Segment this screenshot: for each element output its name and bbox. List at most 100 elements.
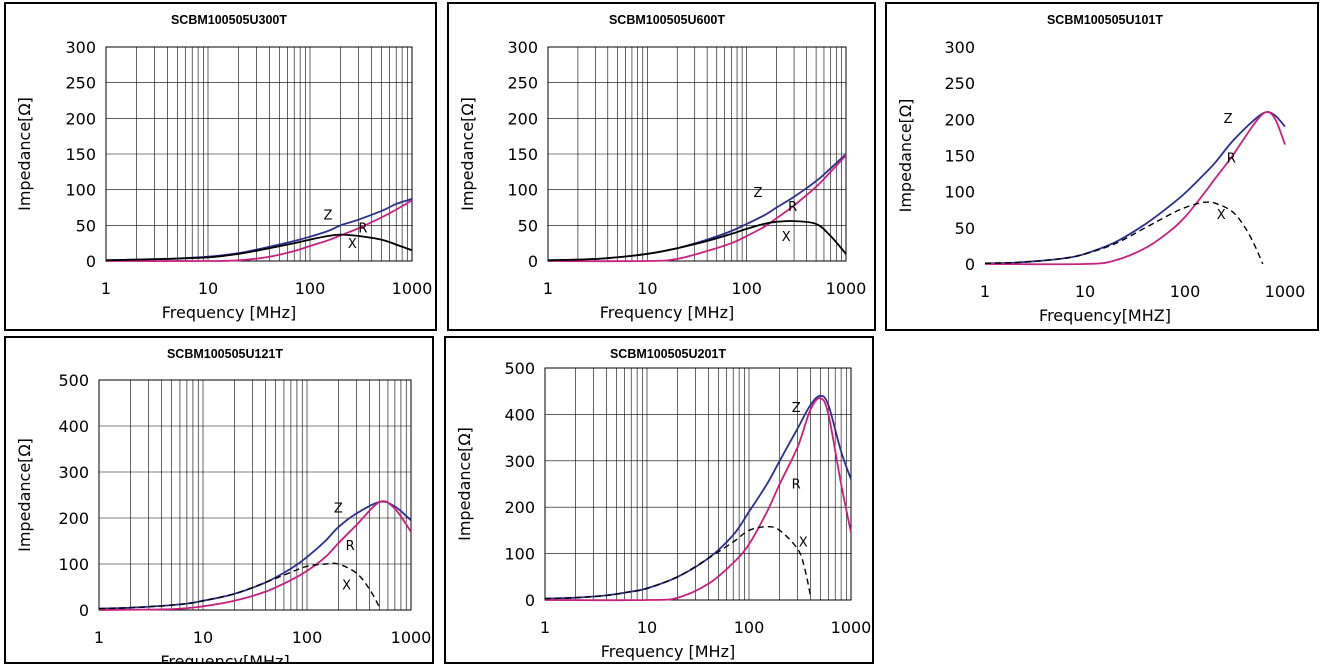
series-label-x: X — [342, 578, 351, 593]
y-tick-label: 500 — [58, 371, 89, 390]
x-tick-label: 1000 — [831, 618, 872, 637]
series-label-z: Z — [1224, 112, 1233, 127]
y-tick-label: 0 — [528, 252, 538, 271]
x-tick-label: 1 — [540, 618, 550, 637]
y-tick-label: 300 — [58, 463, 89, 482]
x-tick-label: 100 — [734, 618, 765, 637]
chart-title: SCBM100505U600T — [609, 13, 725, 27]
x-axis-label: Frequency [MHz] — [162, 303, 296, 322]
y-tick-label: 200 — [65, 109, 96, 128]
plot-frame — [98, 379, 412, 611]
y-tick-label: 50 — [76, 216, 96, 235]
x-tick-label: 10 — [198, 279, 218, 298]
y-tick-label: 100 — [504, 545, 535, 564]
x-tick-label: 1000 — [826, 279, 867, 298]
x-tick-label: 10 — [637, 279, 657, 298]
chart-svg-4: SCBM100505U121T 0 100 200 300 400 500 1 10 100 100… — [15, 347, 432, 662]
series-line-r — [547, 154, 847, 263]
y-axis-label: Impedance[Ω] — [455, 427, 474, 541]
y-tick-label: 100 — [507, 181, 538, 200]
series-label-r: R — [788, 200, 797, 215]
y-tick-label: 0 — [79, 601, 89, 620]
series-label-x: X — [348, 237, 357, 252]
chart-svg-2: SCBM100505U600T 0 50 100 150 200 250 300 1 10 100 1… — [458, 13, 867, 322]
x-tick-label: 10 — [193, 628, 213, 647]
y-tick-label: 150 — [944, 147, 975, 166]
y-tick-label: 200 — [58, 509, 89, 528]
x-tick-label: 100 — [292, 628, 323, 647]
grid — [545, 368, 851, 600]
x-tick-label: 1 — [543, 279, 553, 298]
grid — [106, 47, 412, 261]
chart-title: SCBM100505U101T — [1047, 13, 1163, 27]
x-tick-label: 1 — [101, 279, 111, 298]
x-tick-label: 100 — [731, 279, 762, 298]
chart-svg-3: SCBM100505U101T 0 50 100 150 200 250 300 1 10 100 1… — [896, 13, 1306, 325]
y-tick-label: 400 — [58, 417, 89, 436]
x-tick-label: 1 — [980, 282, 990, 301]
y-tick-label: 300 — [507, 38, 538, 57]
y-tick-label: 300 — [504, 452, 535, 471]
chart-panel-2: SCBM100505U600T 0 50 100 150 200 250 300 1 10 100 1… — [447, 2, 876, 331]
y-tick-label: 100 — [65, 181, 96, 200]
series-label-z: Z — [334, 501, 343, 516]
y-tick-label: 0 — [86, 252, 96, 271]
y-tick-label: 150 — [507, 145, 538, 164]
chart-panel-1: SCBM100505U300T 0 50 100 150 200 250 300 1 10 100 1… — [4, 2, 437, 331]
plot-frame — [544, 367, 852, 601]
series-line-x — [98, 562, 381, 610]
y-tick-label: 400 — [504, 405, 535, 424]
chart-svg-5: SCBM100505U201T 0 100 200 300 400 500 1 10 100 100… — [455, 347, 872, 661]
grid — [99, 380, 411, 610]
series-label-x: X — [782, 230, 791, 245]
series-label-r: R — [792, 478, 801, 493]
series-line-z — [544, 394, 852, 600]
y-tick-label: 250 — [507, 74, 538, 93]
x-tick-label: 1 — [94, 628, 104, 647]
series-line-x — [984, 201, 1264, 265]
y-tick-label: 200 — [944, 110, 975, 129]
y-tick-label: 300 — [65, 38, 96, 57]
series-label-x: X — [799, 536, 808, 551]
chart-panel-3: SCBM100505U101T 0 50 100 150 200 250 300 1 10 100 1… — [885, 2, 1319, 331]
chart-svg-1: SCBM100505U300T 0 50 100 150 200 250 300 1 10 100 1… — [15, 13, 433, 322]
plot-frame — [105, 46, 413, 262]
grid — [548, 47, 846, 261]
y-axis-label: Impedance[Ω] — [458, 97, 477, 211]
series-line-r — [105, 199, 413, 262]
y-axis-label: Impedance[Ω] — [15, 97, 34, 211]
chart-title: SCBM100505U201T — [610, 347, 726, 361]
y-tick-label: 0 — [965, 255, 975, 274]
chart-panel-5: SCBM100505U201T 0 100 200 300 400 500 1 10 100 100… — [444, 336, 874, 664]
x-tick-label: 1000 — [1265, 282, 1306, 301]
series-line-r — [98, 500, 412, 611]
x-axis-label: Frequency [MHz] — [600, 303, 734, 322]
x-tick-label: 100 — [1170, 282, 1201, 301]
x-tick-label: 100 — [295, 279, 326, 298]
chart-panel-4: SCBM100505U121T 0 100 200 300 400 500 1 10 100 100… — [4, 336, 434, 664]
x-tick-label: 10 — [637, 618, 657, 637]
chart-title: SCBM100505U121T — [167, 347, 283, 361]
y-tick-label: 200 — [507, 109, 538, 128]
series-label-z: Z — [754, 186, 763, 201]
series-line-x — [547, 220, 847, 262]
y-tick-label: 100 — [58, 555, 89, 574]
y-tick-label: 50 — [955, 219, 975, 238]
x-axis-label: Frequency[MHZ] — [1039, 306, 1171, 325]
chart-title: SCBM100505U300T — [171, 13, 287, 27]
y-tick-label: 200 — [504, 498, 535, 517]
y-tick-label: 0 — [525, 591, 535, 610]
x-axis-label: Frequency[MHz] — [160, 652, 289, 662]
y-axis-label: Impedance[Ω] — [15, 438, 34, 552]
series-label-z: Z — [792, 401, 801, 416]
series-label-r: R — [346, 539, 355, 554]
series-line-r — [984, 111, 1286, 266]
x-axis-label: Frequency [MHz] — [601, 642, 735, 661]
y-tick-label: 150 — [65, 145, 96, 164]
y-axis-label: Impedance[Ω] — [896, 99, 915, 213]
y-tick-label: 50 — [518, 216, 538, 235]
x-tick-label: 1000 — [391, 628, 432, 647]
series-line-x — [105, 233, 413, 262]
x-tick-label: 1000 — [392, 279, 433, 298]
series-line-r — [544, 397, 852, 602]
